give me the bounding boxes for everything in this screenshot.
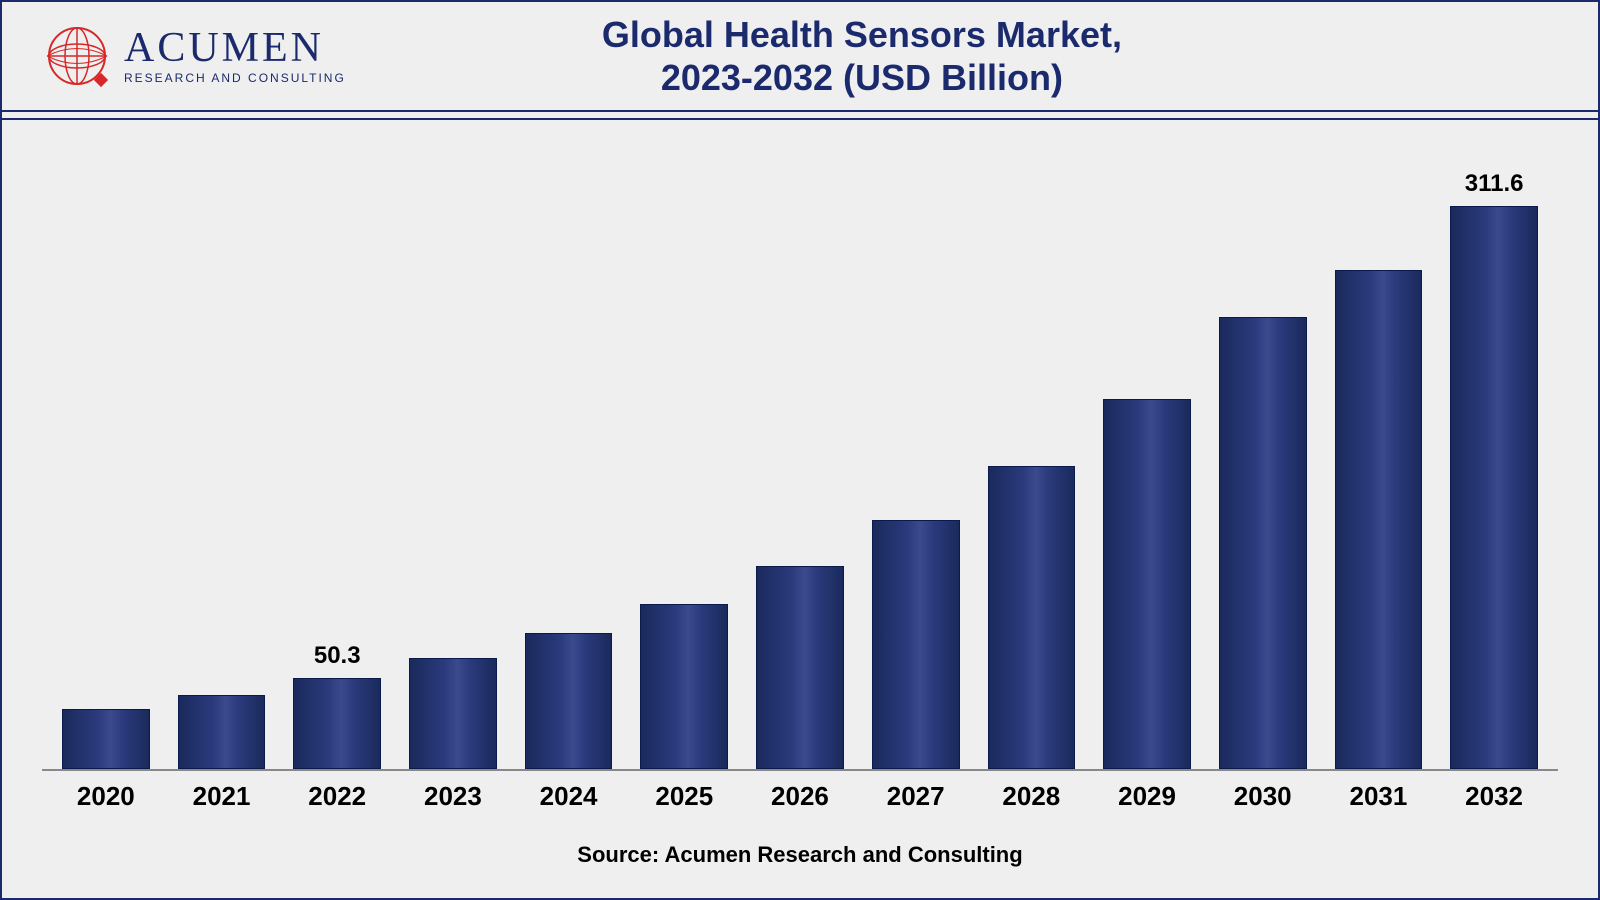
x-axis: 2020 2021 2022 2023 2024 2025 2026 2027 2028 2029… xyxy=(42,771,1558,812)
x-axis-label: 2032 xyxy=(1450,781,1538,812)
bar-column xyxy=(872,170,960,769)
bar-chart: 50.3 311.6 xyxy=(42,150,1558,771)
bar xyxy=(525,633,613,769)
bar-column xyxy=(988,170,1076,769)
chart-title-line1: Global Health Sensors Market, xyxy=(346,13,1378,56)
bar-value-label: 50.3 xyxy=(314,642,361,670)
x-axis-label: 2029 xyxy=(1103,781,1191,812)
chart-title-box: Global Health Sensors Market, 2023-2032 … xyxy=(346,13,1378,99)
globe-icon xyxy=(42,21,112,91)
bar xyxy=(872,520,960,769)
x-axis-label: 2022 xyxy=(293,781,381,812)
bar-column xyxy=(1103,170,1191,769)
x-axis-label: 2020 xyxy=(62,781,150,812)
x-axis-label: 2030 xyxy=(1219,781,1307,812)
x-axis-label: 2024 xyxy=(525,781,613,812)
bar-column xyxy=(178,170,266,769)
source-text: Source: Acumen Research and Consulting xyxy=(42,842,1558,868)
x-axis-label: 2025 xyxy=(640,781,728,812)
logo-company-name: ACUMEN xyxy=(124,27,346,69)
bar-column xyxy=(756,170,844,769)
chart-container: ACUMEN RESEARCH AND CONSULTING Global He… xyxy=(0,0,1600,900)
bar xyxy=(62,709,150,769)
logo: ACUMEN RESEARCH AND CONSULTING xyxy=(42,21,346,91)
x-axis-label: 2021 xyxy=(178,781,266,812)
logo-company-tagline: RESEARCH AND CONSULTING xyxy=(124,71,346,85)
chart-body: 50.3 311.6 20202021202220232024202520262… xyxy=(2,118,1598,898)
bar-column xyxy=(525,170,613,769)
bar-column xyxy=(62,170,150,769)
header: ACUMEN RESEARCH AND CONSULTING Global He… xyxy=(2,2,1598,112)
bar xyxy=(178,695,266,769)
x-axis-label: 2028 xyxy=(988,781,1076,812)
x-axis-label: 2027 xyxy=(872,781,960,812)
x-axis-label: 2023 xyxy=(409,781,497,812)
bar xyxy=(640,604,728,769)
bar-column: 311.6 xyxy=(1450,170,1538,769)
bar xyxy=(409,658,497,769)
bar-column xyxy=(640,170,728,769)
bar xyxy=(1103,399,1191,769)
bar xyxy=(293,678,381,769)
bar xyxy=(756,566,844,769)
bar-column xyxy=(1335,170,1423,769)
bar-column xyxy=(1219,170,1307,769)
bar xyxy=(1335,270,1423,769)
bar xyxy=(988,466,1076,769)
x-axis-label: 2031 xyxy=(1335,781,1423,812)
x-axis-label: 2026 xyxy=(756,781,844,812)
chart-title-line2: 2023-2032 (USD Billion) xyxy=(346,56,1378,99)
bar-value-label: 311.6 xyxy=(1465,170,1524,198)
bar xyxy=(1219,317,1307,769)
bar-column: 50.3 xyxy=(293,170,381,769)
logo-text: ACUMEN RESEARCH AND CONSULTING xyxy=(124,27,346,85)
bar-column xyxy=(409,170,497,769)
bar xyxy=(1450,206,1538,769)
